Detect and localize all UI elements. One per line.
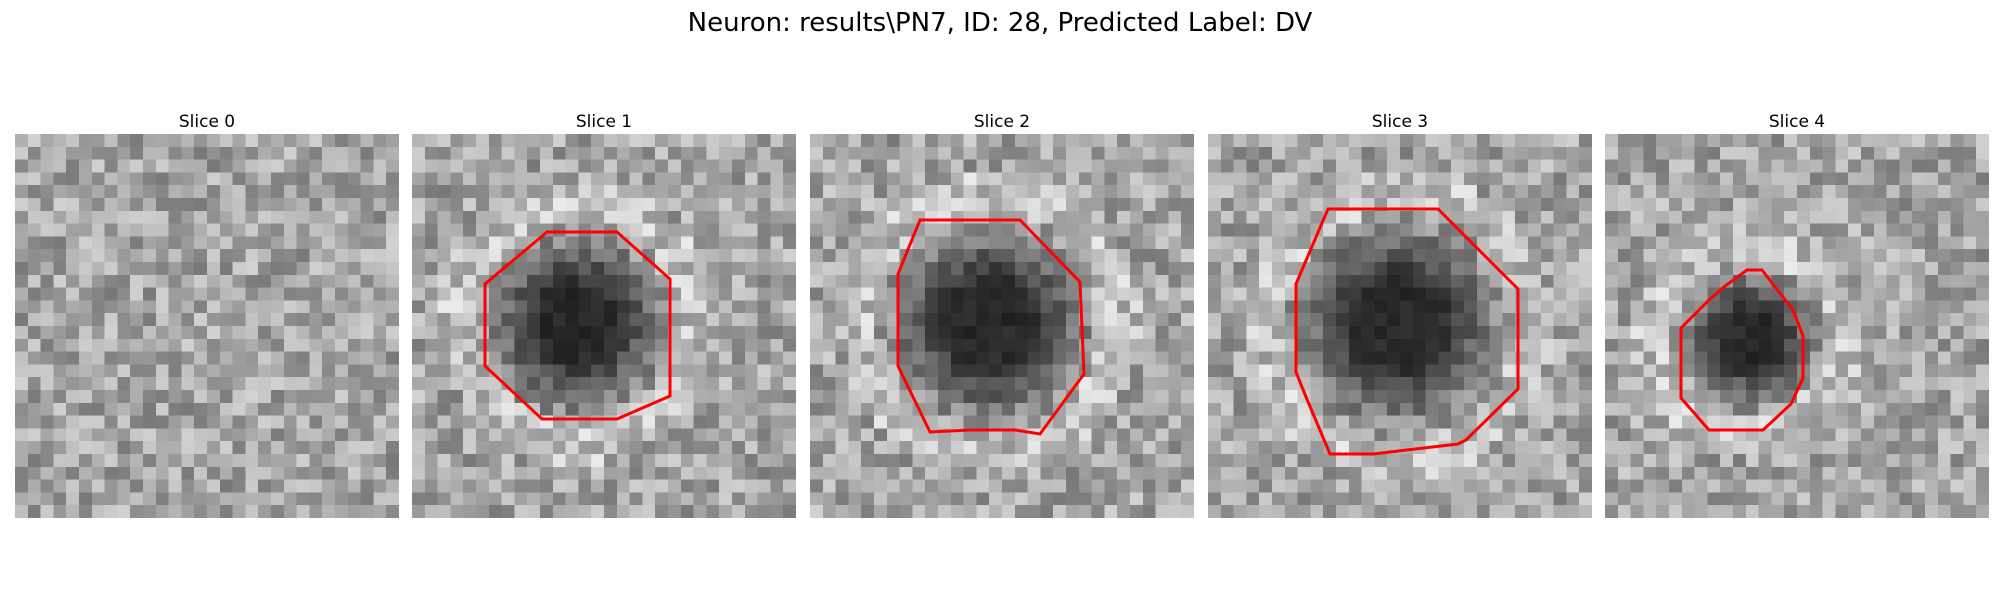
slice-image — [1208, 134, 1592, 518]
slice-panel-4: Slice 4 — [1605, 110, 1989, 518]
slice-image-svg — [1605, 134, 1989, 518]
slice-title: Slice 3 — [1371, 112, 1429, 132]
slice-panel-3: Slice 3 — [1208, 110, 1592, 518]
slice-image-svg — [810, 134, 1194, 518]
pixel-grid — [810, 134, 1194, 518]
slice-image-svg — [1208, 134, 1592, 518]
slice-image — [810, 134, 1194, 518]
pixel-grid — [412, 134, 796, 518]
slice-panel-1: Slice 1 — [412, 110, 796, 518]
slice-title: Slice 0 — [178, 112, 236, 132]
neuron-outline — [483, 230, 672, 421]
slice-image — [412, 134, 796, 518]
neuron-outline — [1294, 207, 1520, 456]
slice-image-svg — [412, 134, 796, 518]
slice-title: Slice 1 — [575, 112, 633, 132]
slice-title: Slice 2 — [973, 112, 1031, 132]
slice-panel-2: Slice 2 — [810, 110, 1194, 518]
neuron-outline — [896, 218, 1086, 436]
pixel-grid — [1605, 134, 1989, 518]
pixel-grid — [1208, 134, 1592, 518]
slice-image-svg — [15, 134, 399, 518]
slice-panel-0: Slice 0 — [15, 110, 399, 518]
neuron-outline — [1679, 268, 1805, 432]
slice-image — [1605, 134, 1989, 518]
pixel-grid — [15, 134, 399, 518]
slice-image — [15, 134, 399, 518]
figure-title: Neuron: results\PN7, ID: 28, Predicted L… — [687, 8, 1313, 38]
slice-title: Slice 4 — [1768, 112, 1826, 132]
